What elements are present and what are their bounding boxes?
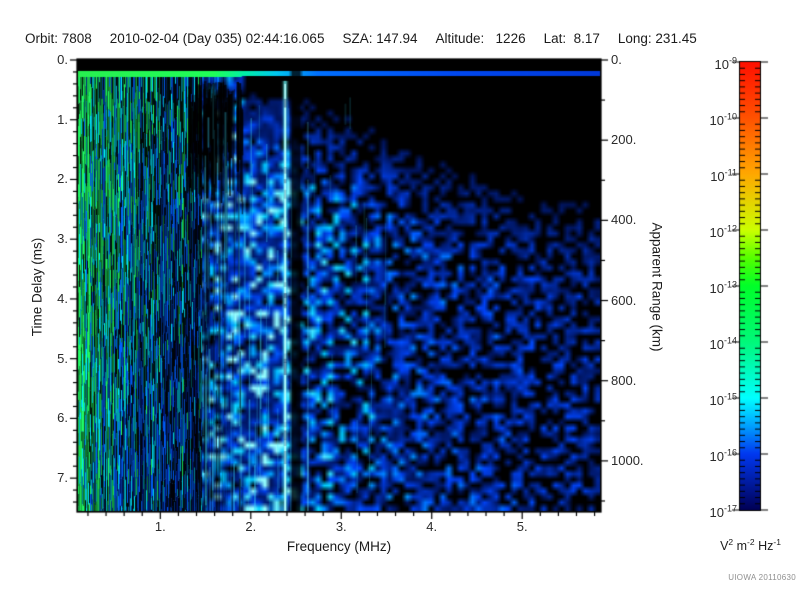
y-left-tick-label: 2. — [57, 171, 68, 187]
y-right-tick-label: 200. — [611, 132, 637, 148]
y-left-tick-label: 7. — [57, 470, 68, 486]
header-field-datetime: 2010-02-04 (Day 035) 02:44:16.065 — [109, 31, 325, 46]
y-left-tick-label: 1. — [57, 111, 68, 127]
colorbar-tick-label: 10-9 — [714, 56, 737, 73]
colorbar-tick-label: 10-11 — [710, 168, 737, 185]
colorbar-tick-label: 10-15 — [709, 392, 737, 409]
x-tick-label: 4. — [426, 519, 438, 534]
colorbar-tick-label: 10-10 — [709, 112, 737, 129]
header-field-long: Long: 231.45 — [617, 31, 697, 46]
y-right-tick-label: 600. — [611, 292, 637, 308]
header-field-lat: Lat: 8.17 — [543, 31, 600, 46]
y-right-tick-label: 0. — [611, 52, 622, 67]
colorbar-tick-label: 10-12 — [709, 224, 737, 241]
y-axis-left-title: Time Delay (ms) — [29, 237, 45, 337]
y-right-tick-label: 400. — [611, 212, 637, 228]
y-right-tick-label: 1000. — [611, 452, 644, 468]
y-left-tick-label: 5. — [57, 350, 68, 366]
colorbar-tick-label: 10-17 — [709, 504, 737, 521]
y-right-tick-label: 800. — [611, 372, 637, 388]
header-field-orbit: Orbit: 7808 — [25, 31, 92, 46]
colorbar-tick-label: 10-16 — [709, 448, 737, 465]
watermark: UIOWA 20110630 — [728, 573, 796, 582]
y-left-tick-label: 6. — [57, 410, 68, 426]
y-left-tick-label: 3. — [57, 231, 68, 247]
x-tick-label: 2. — [245, 519, 257, 534]
colorbar-tick-label: 10-14 — [709, 336, 737, 353]
colorbar-tick-label: 10-13 — [709, 280, 737, 297]
x-tick-label: 5. — [516, 519, 528, 534]
y-axis-right-title: Apparent Range (km) — [649, 222, 665, 352]
header-info: Orbit: 7808 2010-02-04 (Day 035) 02:44:1… — [25, 31, 697, 46]
x-tick-label: 3. — [335, 519, 347, 534]
x-axis-title: Frequency (MHz) — [286, 539, 392, 554]
header-field-sza: SZA: 147.94 — [342, 31, 418, 46]
x-tick-label: 1. — [154, 519, 166, 534]
header-field-altitude: Altitude: 1226 — [435, 31, 526, 46]
y-left-tick-label: 4. — [57, 290, 68, 306]
colorbar-unit-label: V2 m-2 Hz-1 — [720, 537, 781, 554]
y-left-tick-label: 0. — [57, 52, 68, 67]
